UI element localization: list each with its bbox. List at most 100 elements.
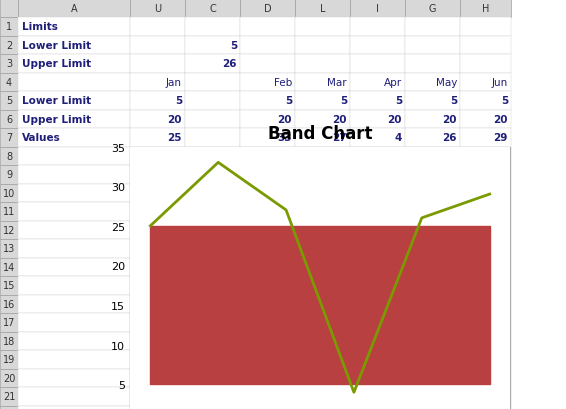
Text: 10: 10 [3, 188, 15, 198]
Bar [405, 295, 460, 313]
Bar [350, 332, 405, 350]
Bar [295, 405, 350, 409]
Bar [185, 276, 240, 295]
Text: H: H [482, 4, 489, 14]
Bar [0, 332, 18, 350]
Text: D: D [264, 4, 271, 14]
Bar [18, 221, 130, 239]
Bar [240, 258, 295, 276]
Bar [405, 184, 460, 202]
Bar [130, 350, 185, 369]
Bar [18, 92, 130, 110]
Text: Lower Limit: Lower Limit [22, 40, 91, 51]
Bar [0, 73, 18, 92]
Bar [240, 36, 295, 55]
Bar [0, 276, 18, 295]
Bar [460, 350, 511, 369]
Bar [0, 129, 18, 147]
Bar [18, 258, 130, 276]
Bar [460, 0, 511, 18]
Text: U: U [154, 4, 161, 14]
Bar [0, 350, 18, 369]
Bar [295, 313, 350, 332]
Bar [240, 110, 295, 129]
Bar [405, 55, 460, 73]
Text: 19: 19 [3, 354, 15, 364]
Bar [240, 332, 295, 350]
Text: 14: 14 [3, 262, 15, 272]
Text: 20: 20 [3, 373, 15, 383]
Text: 4: 4 [6, 78, 12, 88]
Bar [18, 276, 130, 295]
Bar [405, 239, 460, 258]
Bar [18, 239, 130, 258]
Bar [240, 0, 295, 18]
Text: 17: 17 [3, 317, 15, 328]
Text: 2: 2 [6, 40, 12, 51]
Text: 20: 20 [443, 115, 457, 124]
Bar [460, 73, 511, 92]
Bar [185, 350, 240, 369]
Bar [240, 129, 295, 147]
Bar [460, 332, 511, 350]
Bar [185, 221, 240, 239]
Bar [185, 258, 240, 276]
Bar [185, 332, 240, 350]
Bar [130, 147, 510, 409]
Bar [405, 166, 460, 184]
Bar [460, 110, 511, 129]
Bar [0, 110, 18, 129]
Bar [295, 350, 350, 369]
Bar [240, 405, 295, 409]
Bar [295, 221, 350, 239]
Bar [18, 36, 130, 55]
Text: 5: 5 [6, 96, 12, 106]
Bar [460, 92, 511, 110]
Bar [130, 92, 185, 110]
Text: Feb: Feb [274, 78, 292, 88]
Bar [460, 369, 511, 387]
Bar [0, 18, 18, 36]
Bar [240, 221, 295, 239]
Bar [240, 202, 295, 221]
Text: 21: 21 [3, 391, 15, 401]
Bar [460, 147, 511, 166]
Bar [240, 73, 295, 92]
Bar [295, 129, 350, 147]
Bar [0, 202, 18, 221]
Bar [460, 55, 511, 73]
Text: 26: 26 [443, 133, 457, 143]
Bar [0, 387, 18, 405]
Bar [295, 166, 350, 184]
Bar [350, 73, 405, 92]
Bar [405, 129, 460, 147]
Bar [350, 184, 405, 202]
Bar [350, 36, 405, 55]
Text: 4: 4 [395, 133, 402, 143]
Bar [405, 36, 460, 55]
Bar [295, 276, 350, 295]
Bar [295, 147, 350, 166]
Bar [18, 202, 130, 221]
Bar [350, 110, 405, 129]
Bar [405, 369, 460, 387]
Bar [295, 202, 350, 221]
Bar [295, 332, 350, 350]
Bar [295, 55, 350, 73]
Bar [185, 73, 240, 92]
Bar [185, 313, 240, 332]
Bar [130, 73, 185, 92]
Text: 9: 9 [6, 170, 12, 180]
Bar [130, 18, 185, 36]
Bar [240, 55, 295, 73]
Text: 5: 5 [395, 96, 402, 106]
Bar [460, 129, 511, 147]
Bar [240, 92, 295, 110]
Bar [18, 129, 130, 147]
Text: 5: 5 [175, 96, 182, 106]
Bar [295, 258, 350, 276]
Bar [295, 92, 350, 110]
Bar [350, 387, 405, 405]
Bar [295, 239, 350, 258]
Text: 7: 7 [6, 133, 12, 143]
